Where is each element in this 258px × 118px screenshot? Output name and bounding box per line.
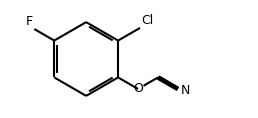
Text: F: F (26, 15, 33, 28)
Text: O: O (133, 82, 143, 95)
Text: N: N (180, 84, 190, 97)
Text: Cl: Cl (141, 14, 154, 27)
